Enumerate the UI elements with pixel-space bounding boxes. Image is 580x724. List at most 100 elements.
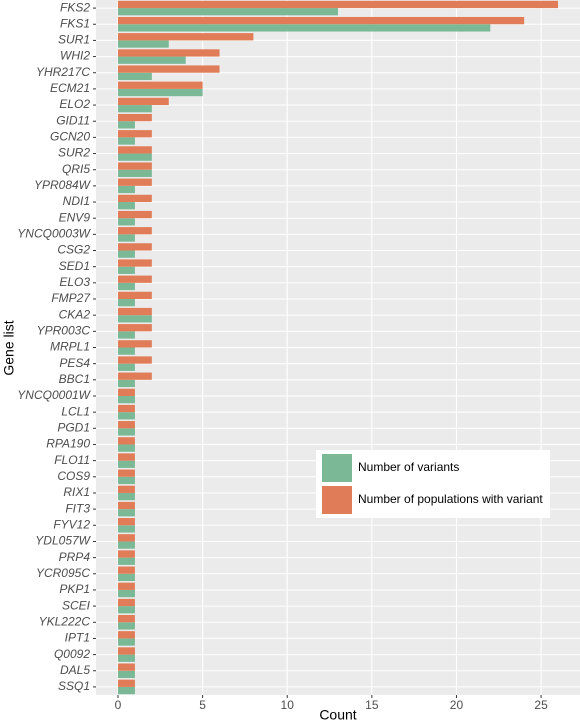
y-tick-label: FMP27 [51,291,91,305]
y-tick-label: RPA190 [46,437,90,451]
bar [118,638,135,646]
y-tick-label: YDL057W [35,534,91,548]
bar [118,686,135,695]
bar [118,121,135,129]
x-tick-label: 25 [534,698,548,712]
bar [118,437,135,445]
bar [118,518,135,526]
bar [118,218,135,226]
bar [118,566,135,574]
y-tick-label: SED1 [59,259,90,273]
y-tick-label: WHI2 [60,49,90,63]
bar [118,670,135,679]
legend-label: Number of populations with variant [358,492,543,506]
bar [118,631,135,639]
y-tick-label: YCR095C [36,566,90,580]
bar [118,388,135,396]
bar [118,315,152,323]
y-tick-label: PES4 [59,356,90,370]
bar [118,372,152,380]
bar [118,663,135,671]
legend-swatch [322,454,352,482]
y-tick-label: FYV12 [53,517,90,531]
bar [118,243,152,251]
bar [118,24,491,32]
bar [118,81,203,89]
bar [118,485,135,493]
y-tick-label: FKS2 [60,0,90,14]
bar [118,65,220,73]
bar [118,146,152,154]
y-axis-title: Gene list [1,320,17,375]
bar [118,509,135,517]
bar [118,324,152,332]
bar [118,347,135,355]
bar [118,275,152,283]
y-tick-label: CKA2 [59,307,91,321]
y-tick-label: CSG2 [57,243,90,257]
bar [118,0,558,9]
bar [118,428,135,436]
bar [118,541,135,549]
y-tick-label: FIT3 [65,501,90,515]
y-tick-label: GCN20 [50,130,90,144]
bar [118,550,135,558]
bar [118,185,135,194]
bar [118,178,152,186]
y-tick-label: YHR217C [36,65,90,79]
bar [118,340,152,348]
bar [118,282,135,291]
bar [118,582,135,590]
bar [118,130,152,138]
x-tick-label: 20 [450,698,464,712]
x-tick-label: 0 [115,698,122,712]
y-tick-label: PGD1 [57,420,90,434]
y-tick-label: SCEI [62,598,91,612]
bar [118,395,135,404]
bar [118,113,152,122]
bar [118,259,152,267]
bar [118,453,135,461]
x-tick-label: 5 [199,698,206,712]
y-tick-label: PKP1 [59,582,90,596]
bar [118,266,135,274]
y-tick-label: DAL5 [60,663,90,677]
bar [118,194,152,203]
bar [118,363,135,371]
bar [118,598,135,607]
bar [118,501,135,510]
bar [118,210,152,219]
bar [118,299,135,307]
y-tick-label: ELO2 [59,97,90,111]
y-tick-label: FKS1 [60,16,90,30]
bar [118,379,135,388]
bar [118,307,152,316]
bar [118,250,135,258]
bar [118,234,135,242]
y-tick-label: ENV9 [59,210,91,224]
legend-box [316,450,550,518]
bar [118,469,135,477]
y-tick-label: ELO3 [59,275,90,289]
x-tick-label: 15 [365,698,379,712]
bar [118,606,135,614]
bar [118,460,135,468]
bar [118,534,135,542]
x-tick-label: 10 [281,698,295,712]
bar [118,8,338,16]
bar [118,162,152,170]
bar [118,137,135,145]
y-tick-label: SSQ1 [58,679,90,693]
bar [118,49,220,57]
bar [118,56,186,64]
y-tick-label: FLO11 [54,453,90,467]
x-axis-title: Count [319,707,356,723]
y-tick-label: SUR2 [58,146,90,160]
bar [118,356,152,364]
bar [118,202,135,210]
legend-label: Number of variants [358,460,459,474]
bar [118,97,169,106]
bar [118,291,152,300]
bar [118,16,525,25]
y-tick-label: MRPL1 [50,340,90,354]
